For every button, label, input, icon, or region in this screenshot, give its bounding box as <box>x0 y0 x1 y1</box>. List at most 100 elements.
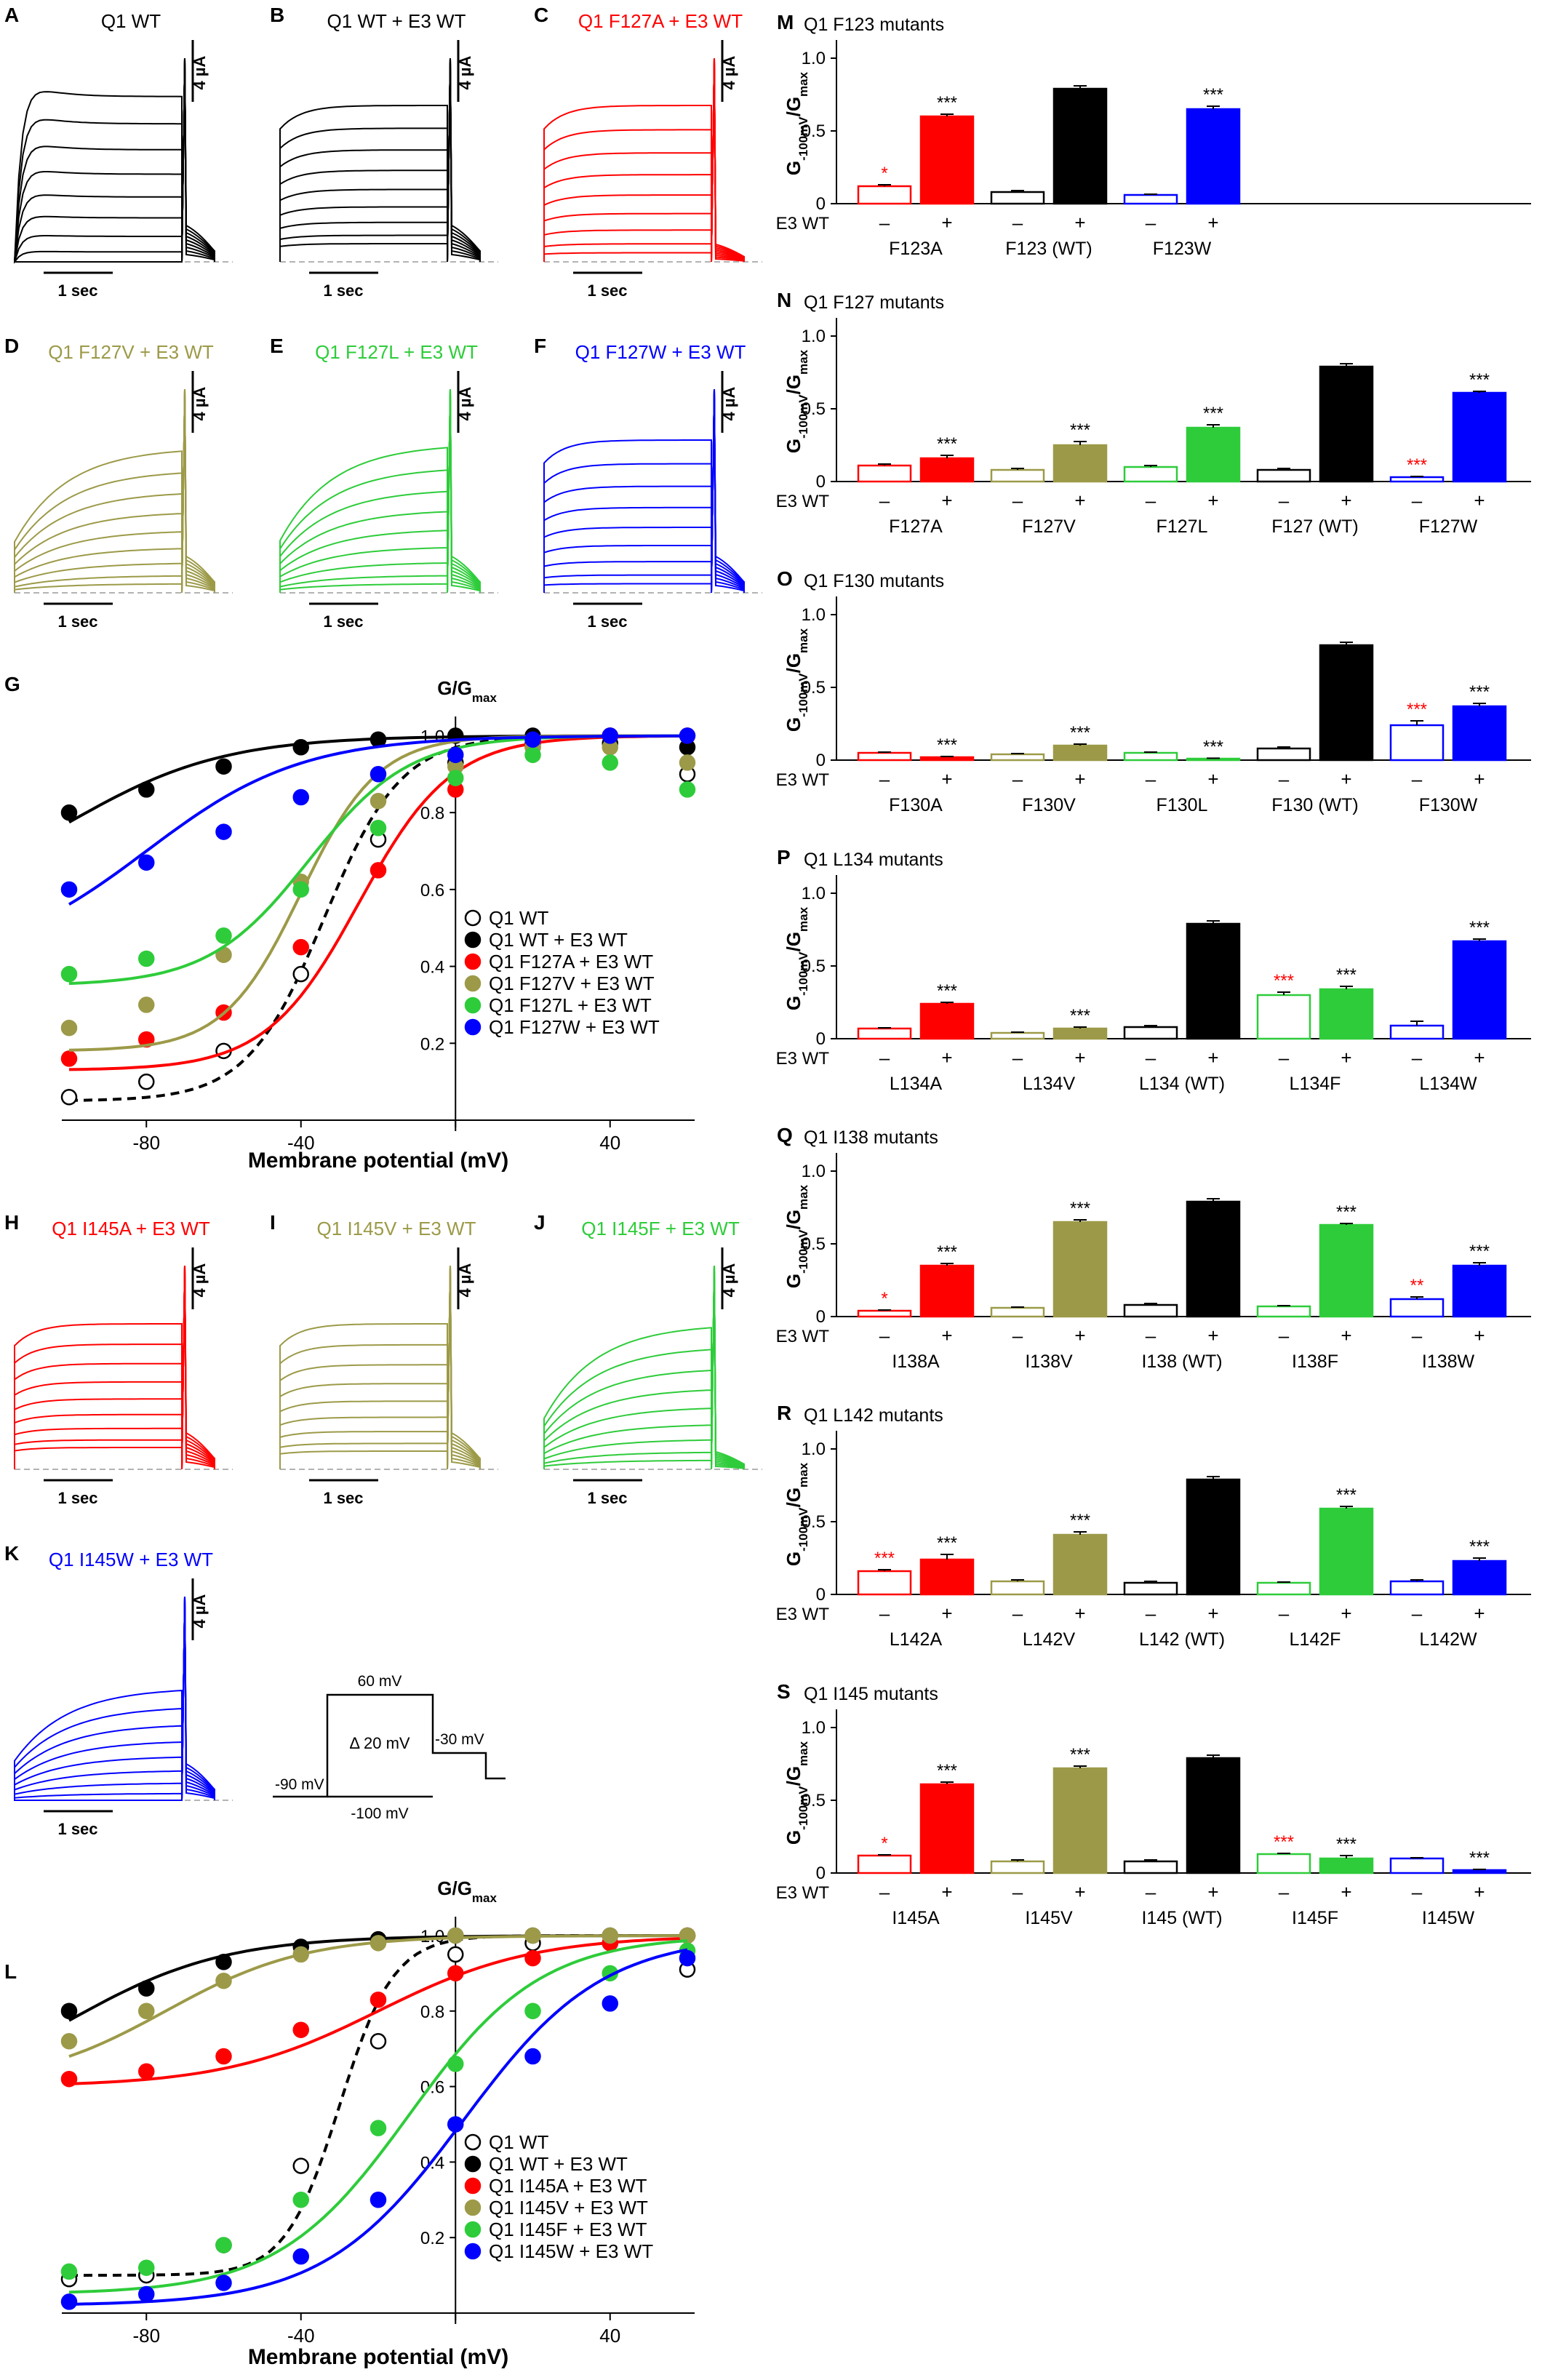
data-point <box>292 881 309 898</box>
current-trace <box>543 1265 745 1470</box>
time-scale-label: 1 sec <box>323 612 363 631</box>
y-tick-label: 0 <box>816 1585 826 1605</box>
plus-label: + <box>1074 768 1085 790</box>
current-trace <box>14 388 215 594</box>
y-axis-label-ylabel_end_sub: max <box>796 1462 810 1488</box>
bar-with-e3 <box>1052 87 1108 205</box>
current-trace <box>14 1596 215 1801</box>
y-axis-label-main: G/G <box>437 1877 472 1899</box>
minus-label: – <box>1012 1047 1023 1069</box>
legend-label: Q1 WT <box>489 907 548 929</box>
current-trace <box>279 1265 481 1470</box>
current-trace <box>14 1596 215 1801</box>
y-axis-label-ylabel_sub: -100mV <box>796 1229 810 1274</box>
data-point <box>369 862 387 879</box>
y-tick-label: 1.0 <box>802 884 826 903</box>
minus-label: – <box>1412 768 1423 790</box>
panel-title: Q1 I145V + E3 WT <box>317 1218 476 1239</box>
panel-letter: L <box>4 1960 17 1983</box>
current-trace <box>14 1265 215 1470</box>
legend-label: Q1 I145W + E3 WT <box>489 2240 653 2262</box>
panel-letter: S <box>777 1680 791 1703</box>
current-trace <box>543 388 745 594</box>
legend-label: Q1 I145V + E3 WT <box>489 2197 648 2219</box>
row-label: E3 WT <box>776 1605 830 1624</box>
current-trace <box>14 57 215 263</box>
data-point <box>679 727 696 744</box>
chart-title: Q1 L142 mutants <box>804 1405 943 1426</box>
current-trace <box>14 1265 215 1470</box>
bar-with-e3 <box>1319 644 1374 762</box>
group-label: L142V <box>1023 1629 1076 1650</box>
y-tick-label: 1.0 <box>802 327 826 346</box>
data-point <box>215 823 232 840</box>
row-label: E3 WT <box>776 492 830 511</box>
current-trace <box>279 1265 481 1470</box>
legend-marker <box>464 2177 482 2195</box>
minus-label: – <box>1146 490 1156 511</box>
group-label: L134V <box>1023 1074 1076 1094</box>
panel-letter: G <box>4 673 20 695</box>
current-trace <box>14 1265 215 1470</box>
plus-label: + <box>1474 1325 1485 1346</box>
trace-panel-B: B Q1 WT + E3 WT 4 µA 1 sec <box>270 4 498 300</box>
minus-label: – <box>1012 490 1023 511</box>
bar-with-e3 <box>1186 1200 1241 1318</box>
y-tick-label: 0.6 <box>420 881 444 901</box>
group-label: I138 (WT) <box>1141 1351 1222 1372</box>
bar-without-e3 <box>857 1570 912 1596</box>
data-point <box>60 2002 78 2020</box>
bar-without-e3 <box>1123 1581 1178 1596</box>
current-trace <box>279 388 481 594</box>
legend-label: Q1 I145F + E3 WT <box>489 2219 647 2240</box>
legend-label: Q1 WT <box>489 2131 548 2153</box>
plus-label: + <box>1474 768 1485 790</box>
current-trace <box>543 388 745 594</box>
bar-with-e3 <box>1452 1264 1507 1318</box>
current-trace <box>279 1265 481 1470</box>
legend-label: Q1 F127A + E3 WT <box>489 951 653 973</box>
group-label: I145V <box>1025 1908 1073 1928</box>
protocol-step-label: Δ 20 mV <box>349 1734 410 1752</box>
y-axis-label: G-100mV/Gmax <box>783 628 810 732</box>
legend-label: Q1 I145A + E3 WT <box>489 2175 647 2197</box>
current-scale-label: 4 µA <box>191 55 209 89</box>
current-trace <box>543 1265 745 1470</box>
data-point <box>369 820 387 836</box>
plus-label: + <box>941 1047 952 1069</box>
time-scale-label: 1 sec <box>57 281 97 300</box>
data-point <box>679 1949 696 1967</box>
chart-title: Q1 F127 mutants <box>804 292 944 313</box>
data-point <box>447 1927 464 1944</box>
current-trace <box>279 57 481 263</box>
y-axis-label-ylabel_end: /G <box>783 97 804 116</box>
bar-without-e3 <box>1389 1580 1445 1596</box>
current-trace <box>14 388 215 594</box>
data-point <box>215 2048 232 2065</box>
significance-marker: * <box>881 1834 887 1853</box>
data-point <box>138 781 155 798</box>
current-trace <box>14 1596 215 1801</box>
y-axis-label-ylabel_end: /G <box>783 1488 804 1507</box>
minus-label: – <box>1012 768 1023 790</box>
minus-label: – <box>1279 1325 1290 1346</box>
legend-label: Q1 WT + E3 WT <box>489 2153 628 2175</box>
panel-letter: J <box>534 1211 546 1234</box>
x-axis-label: Membrane potential (mV) <box>248 2345 508 2369</box>
plus-label: + <box>1074 1881 1085 1903</box>
bar-without-e3 <box>857 1854 912 1874</box>
current-trace <box>543 1265 745 1470</box>
bar-without-e3 <box>1389 1298 1445 1318</box>
chart-title: Q1 I145 mutants <box>804 1684 938 1704</box>
significance-marker: *** <box>937 735 957 755</box>
bar-without-e3 <box>990 1860 1045 1874</box>
group-label: I145W <box>1422 1908 1475 1928</box>
significance-marker: *** <box>1469 1537 1490 1557</box>
minus-label: – <box>1146 1325 1156 1346</box>
data-point <box>292 739 309 756</box>
panel-letter: M <box>777 11 794 33</box>
data-point <box>524 1949 541 1967</box>
plus-label: + <box>941 212 952 233</box>
panel-letter: O <box>777 567 793 590</box>
